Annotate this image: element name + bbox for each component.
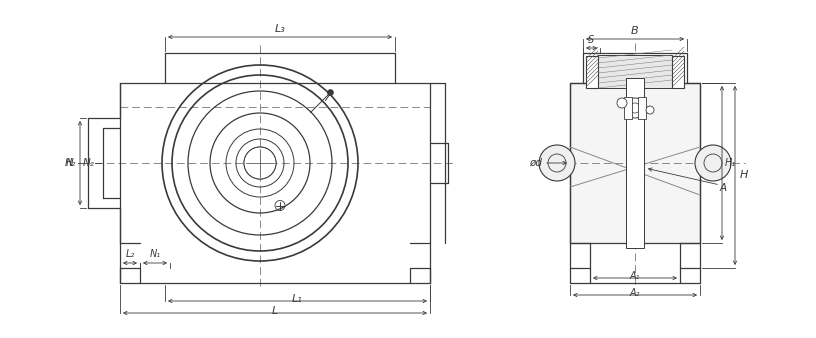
- Circle shape: [695, 145, 731, 181]
- Text: N₁: N₁: [149, 249, 161, 259]
- Text: ød: ød: [529, 158, 542, 168]
- Circle shape: [244, 147, 276, 179]
- Bar: [672, 56, 684, 88]
- Text: A₁: A₁: [630, 271, 641, 281]
- Bar: [586, 56, 598, 88]
- Text: L₂: L₂: [126, 249, 135, 259]
- Bar: [626, 78, 644, 248]
- Text: S: S: [588, 35, 595, 45]
- Bar: [570, 83, 700, 243]
- Circle shape: [327, 90, 334, 96]
- Text: N: N: [66, 158, 74, 168]
- Bar: [624, 97, 632, 119]
- Bar: [638, 97, 646, 119]
- Text: L: L: [272, 306, 278, 316]
- Circle shape: [617, 98, 627, 108]
- Circle shape: [646, 106, 654, 114]
- Circle shape: [539, 145, 575, 181]
- Text: N₂: N₂: [83, 158, 95, 168]
- Text: H: H: [740, 170, 748, 180]
- Text: H₁: H₁: [725, 158, 736, 168]
- Text: B: B: [632, 26, 639, 36]
- Text: L₁: L₁: [292, 294, 303, 304]
- Text: A₂: A₂: [630, 288, 641, 298]
- Text: L₃: L₃: [275, 24, 286, 34]
- Text: H₂: H₂: [64, 158, 76, 168]
- Bar: [598, 55, 672, 88]
- Text: A: A: [720, 183, 727, 193]
- Circle shape: [625, 98, 645, 118]
